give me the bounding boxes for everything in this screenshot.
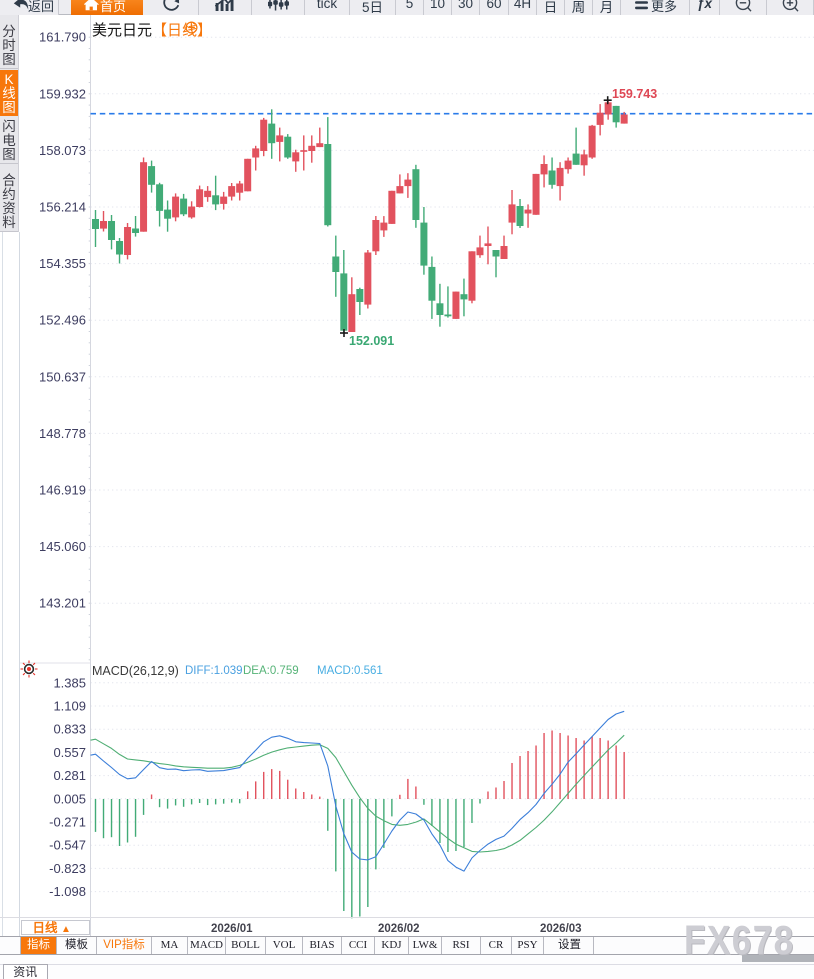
svg-text:161.790: 161.790	[39, 30, 86, 45]
svg-text:156.214: 156.214	[39, 200, 86, 215]
svg-text:-1.098: -1.098	[49, 884, 86, 899]
svg-text:1.385: 1.385	[53, 675, 86, 690]
svg-text:143.201: 143.201	[39, 596, 86, 611]
svg-text:0.281: 0.281	[53, 768, 86, 783]
svg-text:159.932: 159.932	[39, 86, 86, 101]
svg-text:0.833: 0.833	[53, 722, 86, 737]
svg-text:154.355: 154.355	[39, 256, 86, 271]
svg-text:1.109: 1.109	[53, 699, 86, 714]
svg-text:146.919: 146.919	[39, 483, 86, 498]
svg-text:148.778: 148.778	[39, 426, 86, 441]
svg-text:159.743: 159.743	[612, 87, 657, 101]
svg-text:145.060: 145.060	[39, 539, 86, 554]
svg-text:0.557: 0.557	[53, 745, 86, 760]
svg-text:-0.823: -0.823	[49, 861, 86, 876]
svg-text:152.496: 152.496	[39, 313, 86, 328]
svg-text:158.073: 158.073	[39, 143, 86, 158]
svg-text:152.091: 152.091	[349, 334, 394, 348]
svg-text:-0.547: -0.547	[49, 838, 86, 853]
svg-text:150.637: 150.637	[39, 369, 86, 384]
svg-text:-0.271: -0.271	[49, 815, 86, 830]
svg-text:0.005: 0.005	[53, 791, 86, 806]
